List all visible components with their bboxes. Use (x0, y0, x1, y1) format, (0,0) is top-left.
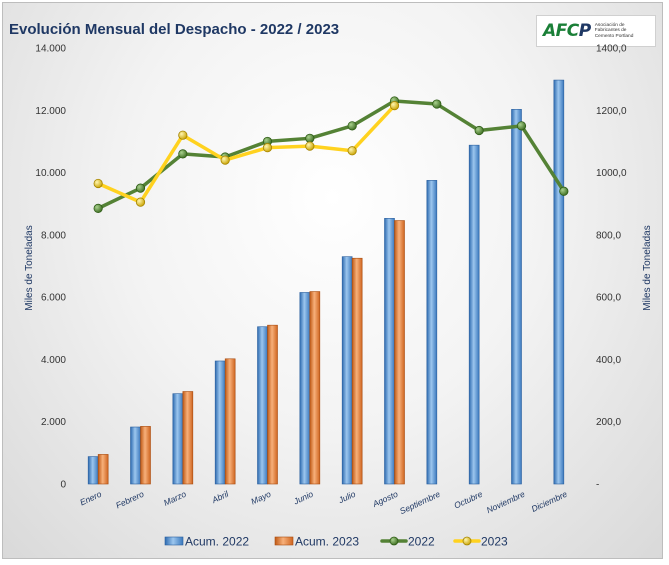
bar-acum-2022-febrero (130, 426, 141, 485)
point-2022-noviembre (516, 121, 527, 131)
bar-acum-2022-octubre (468, 144, 480, 485)
legend: Acum. 2022 Acum. 2023 2022 2023 (164, 535, 508, 549)
y-tick-right-4: 800,0 (596, 230, 621, 241)
point-2022-octubre (474, 125, 484, 136)
chart-frame: Evolución Mensual del Despacho - 2022 / … (2, 2, 663, 559)
chart-title: Evolución Mensual del Despacho - 2022 / … (9, 21, 340, 38)
point-2023-julio (347, 146, 357, 156)
legend-marker-2022 (389, 536, 399, 546)
bar-acum-2022-julio (341, 256, 353, 485)
y-ticks-left: 0 2.000 4.000 6.000 8.000 10.000 12.000 14.000 (35, 44, 66, 491)
x-tick-agosto: Agosto (370, 489, 399, 510)
point-2023-abril (220, 155, 230, 165)
y-tick-left-6: 12.000 (35, 106, 66, 117)
y-tick-right-3: 600,0 (596, 293, 621, 304)
y-tick-left-5: 10.000 (35, 168, 66, 179)
bar-acum-2023-mayo (267, 324, 278, 485)
y-ticks-right: - 200,0 400,0 600,0 800,0 1000,0 1200,0 1400,0 (596, 44, 627, 491)
legend-marker-2023 (462, 536, 472, 546)
legend-swatch-acum-2023 (274, 536, 294, 546)
bar-acum-2022-enero (87, 456, 99, 485)
legend-swatch-acum-2022 (164, 536, 184, 546)
bar-acum-2023-febrero (140, 426, 151, 485)
y-axis-right-label: Miles de Toneladas (642, 225, 653, 310)
bar-acum-2022-marzo (172, 393, 184, 485)
x-tick-octubre: Octubre (452, 489, 484, 511)
x-tick-febrero: Febrero (114, 489, 145, 511)
legend-label-acum-2022: Acum. 2022 (185, 535, 249, 549)
bar-acum-2023-junio (309, 291, 321, 485)
y-tick-left-1: 2.000 (41, 417, 66, 428)
bar-acum-2022-septiembre (426, 180, 438, 485)
y-tick-right-5: 1000,0 (596, 168, 627, 179)
bar-acum-2023-agosto (394, 220, 405, 485)
point-2022-septiembre (432, 99, 442, 109)
point-2022-febrero (135, 183, 146, 193)
y-tick-right-2: 400,0 (596, 355, 621, 366)
x-ticks: Enero Febrero Marzo Abril Mayo Junio Julio Agos… (78, 488, 569, 516)
legend-label-acum-2023: Acum. 2023 (295, 535, 359, 549)
y-tick-left-7: 14.000 (35, 44, 66, 55)
bar-acum-2022-mayo (257, 326, 268, 485)
y-tick-left-2: 4.000 (41, 355, 66, 366)
point-2023-agosto (389, 101, 400, 111)
logo-mark: AFCP (543, 21, 591, 41)
bar-acum-2022-noviembre (511, 109, 522, 485)
y-tick-right-6: 1200,0 (596, 106, 627, 117)
x-tick-mayo: Mayo (249, 489, 272, 507)
legend-label-2022: 2022 (408, 535, 435, 549)
y-tick-right-0: - (596, 480, 599, 491)
point-2023-febrero (135, 197, 146, 207)
point-2023-enero (93, 178, 103, 189)
bars (87, 79, 565, 485)
lines (93, 96, 569, 213)
y-axis-left-label: Miles de Toneladas (24, 225, 35, 310)
point-2022-marzo (178, 149, 188, 159)
logo-text: Asociación de Fabricantes de Cemento Por… (594, 22, 634, 39)
y-tick-left-0: 0 (60, 480, 66, 491)
axes: Miles de Toneladas Miles de Toneladas (24, 225, 653, 310)
x-tick-noviembre: Noviembre (485, 489, 527, 516)
x-tick-diciembre: Diciembre (530, 489, 569, 514)
y-tick-right-7: 1400,0 (596, 44, 627, 55)
x-tick-marzo: Marzo (162, 489, 188, 508)
y-tick-left-3: 6.000 (41, 293, 66, 304)
y-tick-left-4: 8.000 (41, 230, 66, 241)
bar-acum-2023-enero (97, 454, 109, 485)
bar-acum-2022-junio (299, 292, 311, 485)
point-2023-junio (305, 141, 315, 151)
x-tick-enero: Enero (78, 489, 103, 508)
afcp-logo: AFCP Asociación de Fabricantes de Cement… (536, 15, 656, 47)
bar-acum-2023-abril (224, 358, 236, 485)
bar-acum-2022-diciembre (553, 79, 565, 485)
point-2022-julio (347, 121, 357, 131)
point-2023-mayo (262, 143, 273, 153)
point-2022-junio (305, 133, 315, 143)
point-2022-diciembre (559, 186, 569, 196)
point-2022-enero (93, 203, 103, 213)
legend-label-2023: 2023 (481, 535, 508, 549)
point-2023-marzo (178, 130, 188, 140)
bar-acum-2022-abril (214, 360, 226, 485)
bar-acum-2022-agosto (384, 218, 395, 485)
x-tick-abril: Abril (209, 488, 231, 505)
line-2022 (96, 99, 566, 211)
x-tick-septiembre: Septiembre (398, 489, 442, 517)
bar-acum-2023-julio (351, 257, 363, 485)
x-tick-julio: Julio (336, 489, 357, 506)
bar-acum-2023-marzo (182, 391, 194, 485)
y-tick-right-1: 200,0 (596, 417, 621, 428)
line-2023 (96, 103, 397, 204)
x-tick-junio: Junio (291, 489, 315, 507)
